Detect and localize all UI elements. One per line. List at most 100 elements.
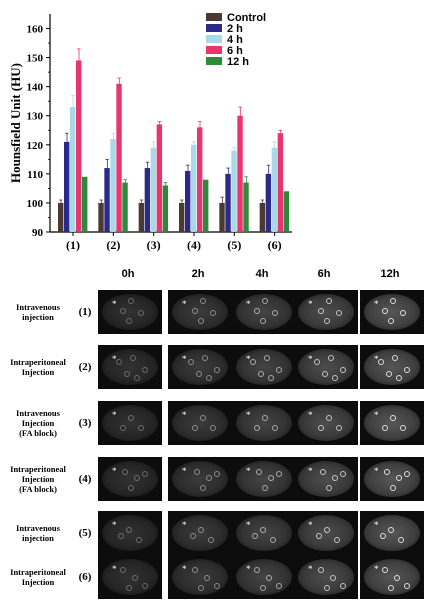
ct-slice — [102, 405, 158, 441]
ct-hotspot — [382, 308, 388, 314]
bar — [64, 141, 70, 232]
bar — [76, 60, 82, 232]
row-number: (6) — [78, 571, 92, 583]
ct-image: * — [360, 555, 424, 599]
ct-hotspot — [266, 575, 272, 581]
asterisk-marker: * — [246, 520, 251, 530]
asterisk-marker: * — [246, 410, 251, 420]
bar — [243, 182, 249, 232]
ct-slice — [236, 515, 292, 551]
ct-hotspot — [326, 485, 332, 491]
ct-hotspot — [256, 469, 262, 475]
ct-hotspot — [404, 583, 410, 589]
bar — [110, 138, 116, 232]
ct-hotspot — [404, 471, 410, 477]
ct-slice — [364, 349, 420, 385]
ct-hotspot — [324, 318, 330, 324]
asterisk-marker: * — [112, 466, 117, 476]
legend-swatch — [206, 57, 222, 65]
bar — [98, 202, 104, 232]
ct-image: * — [360, 401, 424, 445]
ct-hotspot — [188, 359, 194, 365]
ct-hotspot — [138, 310, 144, 316]
ct-image: * — [294, 345, 358, 389]
ct-slice — [298, 515, 354, 551]
ct-hotspot — [340, 367, 346, 373]
bar — [225, 173, 231, 232]
ct-hotspot — [210, 425, 216, 431]
asterisk-marker: * — [308, 410, 313, 420]
row-number: (1) — [78, 306, 92, 318]
ct-hotspot — [378, 359, 384, 365]
row-label-line: Intravenous — [16, 408, 60, 418]
row-label-line: (FA block) — [19, 484, 57, 494]
ct-hotspot — [190, 533, 196, 539]
asterisk-marker: * — [182, 564, 187, 574]
y-tick-label: 90 — [32, 227, 44, 239]
row-label: Intravenous injection — [2, 523, 74, 543]
legend-label: 4 h — [227, 34, 243, 46]
ct-hotspot — [316, 533, 322, 539]
row-label-line: Intraperitoneal — [10, 464, 66, 474]
ct-hotspot — [262, 298, 268, 304]
ct-image: * — [232, 555, 296, 599]
ct-hotspot — [192, 425, 198, 431]
asterisk-marker: * — [182, 299, 187, 309]
bar — [104, 168, 110, 232]
ct-slice — [102, 461, 158, 497]
ct-hotspot — [142, 471, 148, 477]
ct-slice — [364, 461, 420, 497]
ct-hotspot — [120, 567, 126, 573]
column-header: 2h — [191, 268, 205, 280]
asterisk-marker: * — [374, 564, 379, 574]
y-tick-label: 140 — [27, 82, 44, 94]
bar — [265, 173, 272, 232]
ct-image: * — [168, 345, 232, 389]
ct-hotspot — [318, 425, 324, 431]
ct-slice — [298, 461, 354, 497]
row-label-line: Injection — [21, 577, 55, 587]
ct-image: * — [98, 457, 162, 501]
ct-hotspot — [334, 537, 340, 543]
ct-hotspot — [254, 567, 260, 573]
ct-hotspot — [386, 371, 392, 377]
asterisk-marker: * — [308, 299, 313, 309]
ct-image: * — [168, 401, 232, 445]
ct-hotspot — [340, 583, 346, 589]
ct-hotspot — [200, 298, 206, 304]
bar — [259, 202, 266, 232]
ct-image: * — [294, 511, 358, 555]
asterisk-marker: * — [374, 354, 379, 364]
ct-hotspot — [134, 475, 140, 481]
ct-hotspot — [126, 527, 132, 533]
ct-hotspot — [396, 475, 402, 481]
asterisk-marker: * — [246, 354, 251, 364]
ct-hotspot — [254, 308, 260, 314]
legend-swatch — [206, 35, 222, 43]
x-tick-label: (3) — [147, 238, 161, 252]
bar — [58, 202, 64, 232]
ct-hotspot — [318, 567, 324, 573]
ct-hotspot — [276, 583, 282, 589]
ct-hotspot — [128, 298, 134, 304]
row-number: (2) — [78, 361, 92, 373]
ct-slice — [364, 405, 420, 441]
ct-hotspot — [390, 485, 396, 491]
ct-hotspot — [332, 375, 338, 381]
ct-hotspot — [124, 371, 130, 377]
ct-slice — [236, 405, 292, 441]
legend-label: Control — [227, 12, 266, 24]
legend-swatch — [206, 13, 222, 21]
plot-area: 90 100 110 120 130 140 150 160 Hounsfield Unit (… — [8, 12, 292, 252]
y-tick-label: 100 — [27, 198, 44, 210]
ct-image: * — [232, 345, 296, 389]
ct-hotspot — [326, 298, 332, 304]
ct-hotspot — [250, 359, 256, 365]
ct-slice — [172, 405, 228, 441]
column-header: 0h — [121, 268, 135, 280]
ct-hotspot — [322, 371, 328, 377]
ct-hotspot — [200, 415, 206, 421]
ct-hotspot — [252, 533, 258, 539]
ct-hotspot — [196, 371, 202, 377]
ct-hotspot — [198, 318, 204, 324]
